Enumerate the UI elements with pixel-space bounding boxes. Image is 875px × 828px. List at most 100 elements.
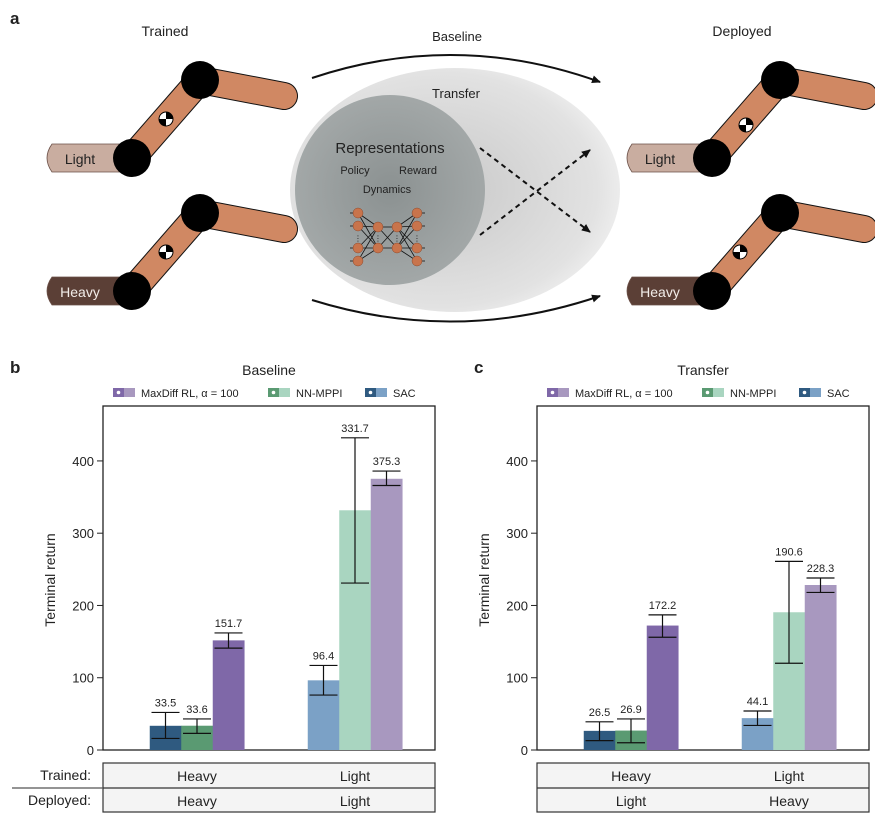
legend-label: NN-MPPI: [296, 388, 342, 400]
data-label: 228.3: [807, 563, 835, 575]
robot-joint-1: [693, 139, 731, 177]
legend-item: NN-MPPI: [268, 388, 342, 400]
representations-label: Representations: [335, 140, 444, 157]
legend-swatch: [713, 388, 724, 397]
com-quadrant: [159, 119, 166, 126]
trained-condition: Heavy: [177, 768, 217, 784]
robot-base-label: Heavy: [640, 284, 680, 300]
deployed-condition: Light: [340, 793, 370, 809]
trained-title: Trained: [142, 23, 189, 39]
representations-circle: [295, 95, 485, 285]
robot-base-label: Heavy: [60, 284, 100, 300]
deployed-condition: Light: [616, 793, 646, 809]
robot-joint-2: [761, 61, 799, 99]
data-label: 172.2: [649, 600, 677, 612]
legend-swatch: [279, 388, 290, 397]
trained-condition: Heavy: [611, 768, 651, 784]
legend-swatch: [124, 388, 135, 397]
data-label: 26.5: [589, 707, 610, 719]
y-tick-label: 100: [506, 671, 528, 686]
bar: [646, 625, 679, 750]
baseline-arrow-top: [311, 54, 601, 84]
trained-heavy-robot: Heavy: [46, 194, 298, 310]
y-axis-label: Terminal return: [476, 533, 492, 626]
bar: [370, 478, 403, 750]
legend-item: NN-MPPI: [702, 388, 776, 400]
nn-ellipsis: ⋮: [374, 234, 382, 243]
bar: [212, 640, 245, 750]
y-tick-label: 400: [72, 454, 94, 469]
legend-dot-icon: [705, 390, 710, 395]
panel-letter-b: b: [10, 358, 20, 377]
y-tick-label: 100: [72, 671, 94, 686]
chart-title: Transfer: [677, 362, 729, 378]
data-label: 375.3: [373, 456, 401, 468]
robot-joint-2: [181, 61, 219, 99]
chart-transfer: Transfer MaxDiff RL, α = 100 NN-MPPI SAC 0 10…: [476, 362, 870, 813]
com-quadrant: [740, 245, 747, 252]
robot-joint-1: [113, 139, 151, 177]
data-label: 33.6: [186, 704, 207, 716]
data-label: 96.4: [313, 650, 334, 662]
deployed-heavy-robot: Heavy: [626, 194, 875, 310]
legend-dot-icon: [271, 390, 276, 395]
robot-base-label: Light: [645, 151, 675, 167]
y-tick-label: 400: [506, 454, 528, 469]
data-label: 331.7: [341, 423, 369, 435]
nn-ellipsis: ⋮: [413, 234, 421, 243]
nn-node: [372, 242, 384, 254]
trained-light-robot: Light: [46, 61, 298, 177]
data-label: 44.1: [747, 696, 768, 708]
center-of-mass-icon: [738, 117, 754, 133]
nn-edge: [357, 226, 379, 262]
legend-dot-icon: [368, 390, 373, 395]
y-tick-label: 300: [506, 526, 528, 541]
center-of-mass-icon: [158, 111, 174, 127]
nn-ellipsis: ⋮: [354, 234, 362, 243]
robot-joint-2: [181, 194, 219, 232]
baseline-label: Baseline: [432, 29, 482, 44]
com-quadrant: [166, 112, 173, 119]
trained-condition: Light: [340, 768, 370, 784]
legend-label: NN-MPPI: [730, 388, 776, 400]
data-label: 190.6: [775, 546, 803, 558]
nn-node: [391, 221, 403, 233]
robot-base-label: Light: [65, 151, 95, 167]
center-of-mass-icon: [732, 244, 748, 260]
panel-letter-a: a: [10, 9, 20, 28]
plot-frame: [536, 405, 870, 751]
chart-title: Baseline: [242, 362, 296, 378]
neural-network-icon: ⋮ ⋮ ⋮ ⋮: [350, 207, 425, 267]
nn-edge: [357, 212, 379, 249]
center-of-mass-icon: [158, 244, 174, 260]
legend-item: MaxDiff RL, α = 100: [547, 388, 673, 400]
com-quadrant: [166, 245, 173, 252]
policy-label: Policy: [340, 165, 370, 177]
legend-swatch: [810, 388, 821, 397]
legend-item: SAC: [365, 388, 416, 400]
bar: [804, 585, 837, 750]
nn-node: [352, 220, 364, 232]
y-axis-label: Terminal return: [42, 533, 58, 626]
panel-letter-c: c: [474, 358, 483, 377]
data-label: 151.7: [215, 618, 243, 630]
nn-edge: [396, 212, 418, 249]
legend-item: MaxDiff RL, α = 100: [113, 388, 239, 400]
com-quadrant: [739, 125, 746, 132]
nn-node: [411, 207, 423, 219]
legend-label: SAC: [393, 388, 416, 400]
y-tick-label: 0: [87, 743, 94, 758]
data-label: 26.9: [620, 704, 641, 716]
com-quadrant: [159, 252, 166, 259]
legend-swatch: [376, 388, 387, 397]
nn-node: [352, 207, 364, 219]
data-label: 33.5: [155, 697, 176, 709]
nn-node: [391, 242, 403, 254]
baseline-arrow-bottom: [311, 294, 601, 323]
nn-node: [411, 255, 423, 267]
nn-node: [352, 255, 364, 267]
trained-condition: Light: [774, 768, 804, 784]
nn-ellipsis: ⋮: [393, 234, 401, 243]
